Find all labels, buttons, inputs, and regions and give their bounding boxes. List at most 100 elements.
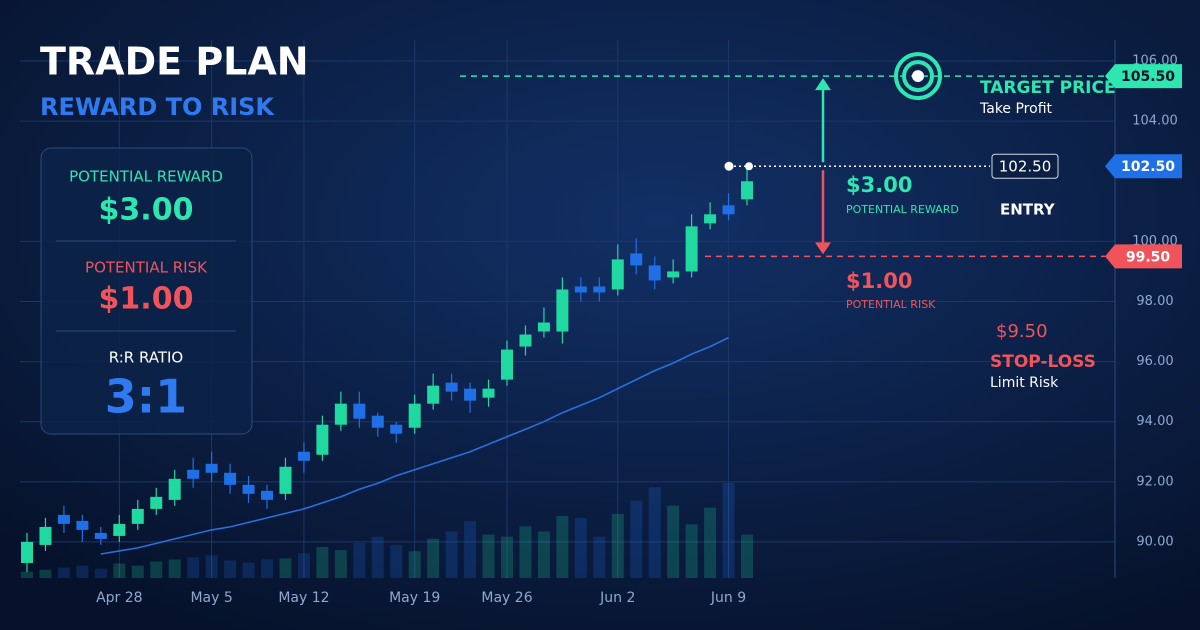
- candle-body: [390, 424, 403, 434]
- candle-body: [408, 403, 421, 428]
- volume-bar: [94, 568, 107, 578]
- y-tick-label: 92.00: [1136, 474, 1173, 489]
- candle-body: [722, 205, 735, 215]
- target-name: TARGET PRICE: [980, 78, 1116, 98]
- x-tick-label: Jun 2: [599, 590, 635, 606]
- candle-body: [427, 385, 440, 404]
- volume-bar: [408, 551, 421, 578]
- volume-bar: [113, 563, 126, 578]
- entry-dot: [745, 162, 753, 171]
- candle-body: [704, 214, 717, 224]
- y-tick-label: 96.00: [1136, 354, 1173, 369]
- volume-bar: [39, 569, 52, 578]
- volume-bar: [501, 536, 513, 578]
- volume-bar: [630, 500, 643, 578]
- volume-bar: [131, 565, 144, 578]
- candle-body: [519, 334, 532, 347]
- volume-bar: [519, 526, 532, 578]
- volume-bar: [704, 507, 717, 578]
- candle-body: [261, 490, 273, 500]
- risk-annotation: $1.00: [846, 269, 912, 293]
- candle-body: [464, 388, 477, 401]
- candle-body: [741, 181, 753, 200]
- target-icon: [912, 70, 924, 83]
- volume-bar: [242, 562, 255, 578]
- reward-value: $3.00: [99, 193, 194, 228]
- volume-bar: [593, 536, 606, 578]
- candle-body: [371, 415, 384, 428]
- x-tick-label: May 26: [481, 590, 532, 606]
- volume-bar: [685, 524, 698, 578]
- candle-body: [537, 322, 550, 332]
- candle-body: [334, 403, 347, 425]
- volume-bar: [224, 560, 237, 578]
- volume-bar: [556, 516, 569, 578]
- candle-body: [648, 265, 661, 281]
- candle-body: [187, 469, 200, 479]
- candle-body: [150, 496, 163, 509]
- volume-bar: [57, 567, 70, 578]
- volume-bar: [353, 542, 366, 578]
- y-tick-label: 98.00: [1136, 294, 1173, 309]
- volume-bar: [334, 550, 347, 578]
- reward-label: POTENTIAL REWARD: [69, 168, 223, 186]
- reward-arrowhead: [815, 78, 831, 91]
- candle-body: [316, 424, 329, 455]
- candle-body: [593, 286, 606, 293]
- candle-body: [445, 382, 458, 392]
- risk-value: $1.00: [99, 282, 194, 317]
- title: TRADE PLAN: [40, 40, 309, 84]
- stop-price-text: $9.50: [996, 321, 1048, 342]
- candle-body: [501, 349, 513, 380]
- subtitle: REWARD TO RISK: [40, 93, 275, 121]
- candle-body: [574, 286, 587, 293]
- candle-body: [113, 523, 126, 536]
- volume-bar: [205, 555, 218, 578]
- volume-bar: [187, 557, 200, 578]
- price-badge-label: 105.50: [1121, 69, 1175, 85]
- volume-bar: [261, 559, 273, 578]
- moving-average: [100, 336, 729, 555]
- entry-price: 102.50: [999, 158, 1052, 176]
- ratio-label: R:R RATIO: [109, 349, 184, 367]
- volume-bar: [445, 531, 458, 578]
- volume-bar: [316, 547, 329, 578]
- x-tick-label: May 12: [278, 590, 329, 606]
- volume-bar: [390, 544, 403, 578]
- entry-box: [991, 153, 1059, 179]
- volume-bar: [297, 553, 310, 578]
- x-tick-label: May 5: [190, 590, 232, 606]
- reward-annotation: $3.00: [846, 173, 912, 197]
- volume-bar: [741, 534, 753, 578]
- candle-body: [76, 520, 89, 530]
- target-note: Take Profit: [979, 101, 1053, 117]
- candle-body: [630, 253, 643, 266]
- candle-body: [94, 532, 107, 539]
- price-badge: [1105, 244, 1182, 269]
- candle-body: [21, 541, 33, 563]
- volume-bar: [76, 565, 89, 578]
- volume-bar: [537, 531, 550, 578]
- risk-arrowhead: [815, 242, 831, 255]
- summary-panel: [40, 147, 253, 435]
- candle-body: [205, 463, 218, 473]
- candle-body: [39, 526, 52, 545]
- reward-annotation-text: POTENTIAL REWARD: [846, 203, 959, 216]
- y-tick-label: 94.00: [1136, 414, 1173, 429]
- price-badge: [1105, 64, 1182, 89]
- plot: [21, 166, 753, 578]
- volume-bar: [150, 561, 163, 578]
- volume-bar: [722, 483, 735, 578]
- entry-name: ENTRY: [1000, 201, 1056, 219]
- candle-body: [242, 484, 255, 494]
- target-icon: [902, 60, 934, 93]
- candle-body: [168, 478, 181, 500]
- volume-bar: [574, 518, 587, 578]
- risk-annotation-text: POTENTIAL RISK: [846, 298, 936, 311]
- target-icon: [894, 52, 942, 101]
- volume-bar: [648, 487, 661, 578]
- candle-body: [353, 403, 366, 419]
- candle-body: [57, 514, 70, 524]
- volume-bar: [168, 559, 181, 578]
